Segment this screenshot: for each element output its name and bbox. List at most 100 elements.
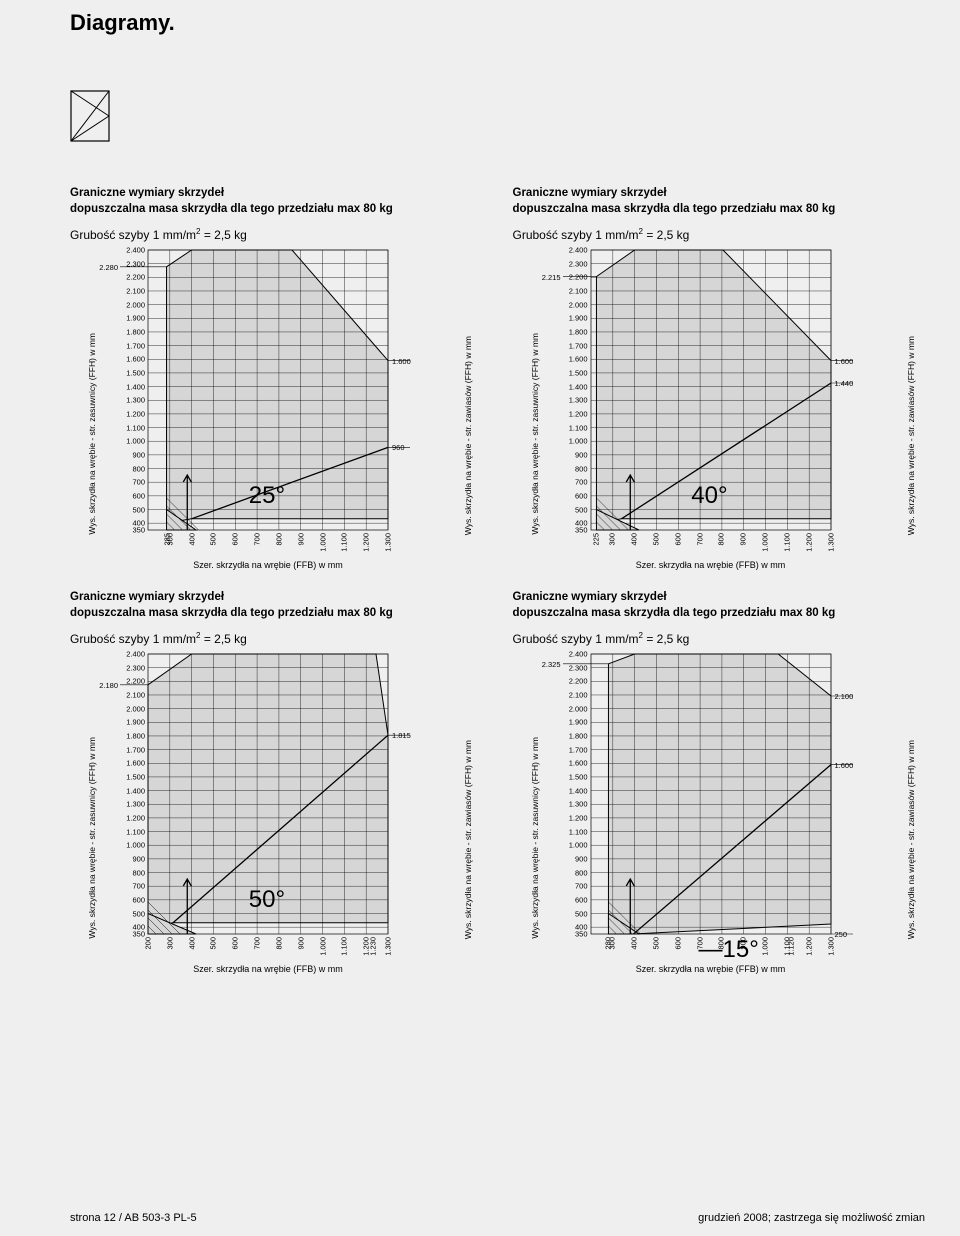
y-tick: 900 xyxy=(132,450,145,459)
y-tick: 2.100 xyxy=(126,691,145,700)
footer-right: grudzień 2008; zastrzega się możliwość z… xyxy=(698,1212,925,1224)
y-tick: 2.000 xyxy=(569,704,588,713)
x-tick-extra: 1.120 xyxy=(787,937,796,956)
x-tick: 500 xyxy=(651,533,660,546)
y-tick: 1.000 xyxy=(569,841,588,850)
x-tick: 700 xyxy=(253,533,262,546)
y-axis-right-label: Wys. skrzydła na wrębie - str. zawiasów … xyxy=(906,336,916,535)
chart-panel: Graniczne wymiary skrzydełdopuszczalna m… xyxy=(70,186,483,570)
y-tick: 2.000 xyxy=(569,300,588,309)
y-tick: 1.000 xyxy=(126,437,145,446)
y-tick: 1.700 xyxy=(569,341,588,350)
x-axis-label: Szer. skrzydła na wrębie (FFB) w mm xyxy=(591,964,831,974)
footer-left: strona 12 / AB 503-3 PL-5 xyxy=(70,1212,197,1224)
y-tick: 500 xyxy=(132,909,145,918)
x-tick: 300 xyxy=(165,533,174,546)
x-tick: 700 xyxy=(253,937,262,950)
y-tick: 500 xyxy=(132,505,145,514)
angle-label: 25° xyxy=(249,482,285,510)
y-tick: 700 xyxy=(132,882,145,891)
x-tick: 400 xyxy=(630,937,639,950)
y-tick: 800 xyxy=(132,464,145,473)
y-tick: 1.800 xyxy=(569,732,588,741)
x-tick: 500 xyxy=(209,937,218,950)
y-tick: 1.400 xyxy=(126,786,145,795)
x-tick: 1.000 xyxy=(318,533,327,552)
x-tick: 1.000 xyxy=(761,533,770,552)
y-tick: 2.100 xyxy=(126,287,145,296)
y-tick: 600 xyxy=(132,895,145,904)
x-tick: 1.300 xyxy=(384,533,393,552)
y-tick: 2.400 xyxy=(569,650,588,659)
y-extra-label: 2.215 xyxy=(542,273,561,282)
y-axis-left-label: Wys. skrzydła na wrębie - str. zasuwnicy… xyxy=(530,333,540,535)
y-tick: 1.500 xyxy=(126,368,145,377)
x-tick: 1.200 xyxy=(362,533,371,552)
y-tick: 600 xyxy=(575,491,588,500)
x-tick: 1.100 xyxy=(340,533,349,552)
y-tick: 1.600 xyxy=(569,355,588,364)
y-tick: 700 xyxy=(575,882,588,891)
y-tick: 500 xyxy=(575,505,588,514)
y-tick: 800 xyxy=(575,868,588,877)
window-icon xyxy=(70,90,110,142)
x-axis-label: Szer. skrzydła na wrębie (FFB) w mm xyxy=(148,964,388,974)
x-axis-label: Szer. skrzydła na wrębie (FFB) w mm xyxy=(591,560,831,570)
y-tick: 2.200 xyxy=(569,677,588,686)
y-axis-left-label: Wys. skrzydła na wrębie - str. zasuwnicy… xyxy=(87,737,97,939)
y-tick: 1.300 xyxy=(126,800,145,809)
y-tick: 2.100 xyxy=(569,691,588,700)
x-tick: 225 xyxy=(591,533,600,546)
y-tick: 1.800 xyxy=(126,327,145,336)
y-axis-right-label: Wys. skrzydła na wrębie - str. zawiasów … xyxy=(906,740,916,939)
y-tick: 900 xyxy=(575,450,588,459)
y-tick: 800 xyxy=(575,464,588,473)
x-tick: 1.100 xyxy=(782,533,791,552)
y-tick: 1.100 xyxy=(569,423,588,432)
y-tick: 1.600 xyxy=(569,759,588,768)
y-tick: 2.200 xyxy=(569,273,588,282)
page-title: Diagramy. xyxy=(0,0,960,36)
y-tick: 2.200 xyxy=(126,677,145,686)
x-tick: 900 xyxy=(296,533,305,546)
x-tick: 500 xyxy=(651,937,660,950)
x-tick: 300 xyxy=(608,533,617,546)
y-tick: 1.600 xyxy=(126,355,145,364)
x-tick: 800 xyxy=(274,937,283,950)
y-tick: 1.200 xyxy=(569,409,588,418)
x-tick: 1.000 xyxy=(761,937,770,956)
x-axis-label: Szer. skrzydła na wrębie (FFB) w mm xyxy=(148,560,388,570)
x-tick: 600 xyxy=(673,937,682,950)
y-tick: 1.000 xyxy=(126,841,145,850)
right-callout: 1.600 xyxy=(835,357,854,366)
y-tick: 1.300 xyxy=(569,396,588,405)
x-tick: 1.000 xyxy=(318,937,327,956)
y-tick: 400 xyxy=(132,519,145,528)
y-tick: 1.900 xyxy=(569,314,588,323)
x-tick: 1.200 xyxy=(804,533,813,552)
right-callout: 960 xyxy=(392,443,405,452)
y-axis-left-label: Wys. skrzydła na wrębie - str. zasuwnicy… xyxy=(530,737,540,939)
y-tick: 400 xyxy=(575,519,588,528)
panel-heading: Graniczne wymiary skrzydełdopuszczalna m… xyxy=(513,590,926,621)
x-tick: 1.300 xyxy=(826,533,835,552)
y-tick: 1.300 xyxy=(126,396,145,405)
y-tick: 1.500 xyxy=(569,368,588,377)
y-extra-label: 2.180 xyxy=(99,681,118,690)
y-tick: 1.700 xyxy=(126,745,145,754)
y-tick: 2.300 xyxy=(126,259,145,268)
x-tick: 400 xyxy=(187,937,196,950)
panel-subtitle: Grubość szyby 1 mm/m2 = 2,5 kg xyxy=(70,227,483,242)
y-tick: 2.400 xyxy=(569,246,588,255)
angle-label: 40° xyxy=(691,482,727,510)
y-tick: 1.400 xyxy=(569,382,588,391)
x-tick: 600 xyxy=(231,533,240,546)
y-tick: 2.000 xyxy=(126,704,145,713)
x-tick-extra: 1.230 xyxy=(368,937,377,956)
panel-heading: Graniczne wymiary skrzydełdopuszczalna m… xyxy=(513,186,926,217)
x-tick: 1.300 xyxy=(826,937,835,956)
y-tick: 1.700 xyxy=(569,745,588,754)
angle-label: 50° xyxy=(249,886,285,914)
y-axis-right-label: Wys. skrzydła na wrębie - str. zawiasów … xyxy=(463,336,473,535)
y-tick: 2.400 xyxy=(126,246,145,255)
